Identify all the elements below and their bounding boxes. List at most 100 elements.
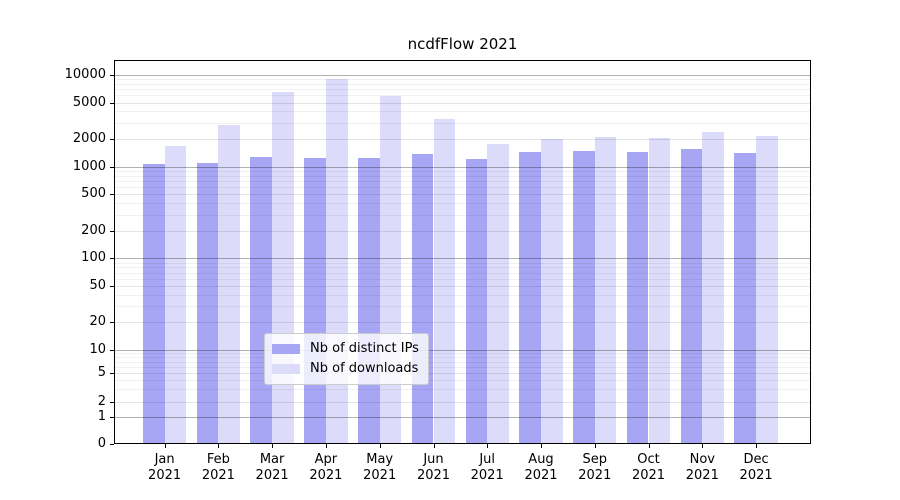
gridline <box>115 294 810 296</box>
x-tick-label-jul: Jul 2021 <box>470 452 504 483</box>
x-tick-label-aug: Aug 2021 <box>524 452 558 483</box>
bar-distinct-ips-nov <box>680 149 703 443</box>
gridline <box>115 389 810 391</box>
bar-downloads-jun <box>433 119 456 443</box>
bar-distinct-ips-feb <box>196 162 219 443</box>
plot-area <box>114 60 811 444</box>
gridline <box>115 83 810 85</box>
gridline <box>115 139 810 140</box>
bar-distinct-ips-jun <box>411 154 434 443</box>
gridline <box>115 180 810 182</box>
legend-item-downloads: Nb of downloads <box>272 359 419 379</box>
gridline <box>115 373 810 375</box>
x-tick-label-feb: Feb 2021 <box>201 452 235 483</box>
gridline <box>115 170 810 172</box>
bar-distinct-ips-may <box>358 157 380 443</box>
x-tick-label-may: May 2021 <box>363 452 397 483</box>
legend-swatch-downloads <box>272 364 300 374</box>
gridline <box>115 175 810 177</box>
x-tick-label-dec: Dec 2021 <box>739 452 773 483</box>
y-tick-mark <box>110 373 114 375</box>
gridline <box>115 166 810 168</box>
gridline <box>115 272 810 274</box>
x-tick-label-mar: Mar 2021 <box>255 452 289 483</box>
x-tick-mark <box>487 444 489 448</box>
y-tick-label-1000: 1000 <box>72 158 106 174</box>
gridline <box>115 278 810 280</box>
gridline <box>115 267 810 269</box>
gridline <box>115 380 810 382</box>
x-tick-mark <box>164 444 166 448</box>
y-tick-label-20: 20 <box>89 314 106 330</box>
x-tick-mark <box>648 444 650 448</box>
legend-label-distinct-ips: Nb of distinct IPs <box>310 341 419 356</box>
bar-distinct-ips-apr <box>304 158 326 443</box>
gridline <box>115 89 810 91</box>
y-tick-label-0: 0 <box>97 435 106 451</box>
x-tick-mark <box>379 444 381 448</box>
gridline <box>115 122 810 124</box>
y-tick-label-10000: 10000 <box>64 66 106 82</box>
gridline <box>115 417 810 419</box>
gridline <box>115 350 810 351</box>
gridline <box>115 401 810 403</box>
y-tick-mark <box>110 102 114 104</box>
y-tick-label-200: 200 <box>81 222 106 238</box>
x-tick-mark <box>756 444 758 448</box>
x-tick-label-jan: Jan 2021 <box>148 452 182 483</box>
y-tick-mark <box>110 194 114 196</box>
gridline <box>115 306 810 308</box>
gridline <box>115 258 810 260</box>
bar-downloads-nov <box>702 132 724 443</box>
x-tick-mark <box>594 444 596 448</box>
x-tick-mark <box>541 444 542 448</box>
y-tick-mark <box>110 417 114 419</box>
y-tick-label-1: 1 <box>97 409 106 425</box>
legend-label-downloads: Nb of downloads <box>310 361 419 376</box>
bar-distinct-ips-mar <box>250 156 273 443</box>
y-tick-mark <box>110 350 114 351</box>
gridline <box>115 356 810 358</box>
gridline <box>115 366 810 368</box>
x-tick-mark <box>325 444 327 448</box>
x-tick-label-sep: Sep 2021 <box>578 452 612 483</box>
x-tick-label-nov: Nov 2021 <box>685 452 719 483</box>
gridline <box>115 95 810 97</box>
bar-distinct-ips-sep <box>573 151 595 443</box>
bar-downloads-feb <box>218 125 241 443</box>
gridline <box>115 230 810 232</box>
y-tick-label-100: 100 <box>81 250 106 266</box>
y-tick-mark <box>110 166 114 168</box>
gridline <box>115 74 810 76</box>
bar-downloads-oct <box>648 138 671 443</box>
gridline <box>115 186 810 188</box>
x-tick-label-apr: Apr 2021 <box>309 452 343 483</box>
gridline <box>115 285 810 287</box>
gridline <box>115 79 810 81</box>
y-tick-label-50: 50 <box>89 277 106 293</box>
bar-downloads-sep <box>594 137 617 443</box>
bar-downloads-aug <box>541 139 563 443</box>
gridline <box>115 203 810 205</box>
x-tick-mark <box>433 444 435 448</box>
y-tick-label-500: 500 <box>81 186 106 202</box>
x-tick-mark <box>272 444 274 448</box>
bar-downloads-jul <box>487 144 509 443</box>
y-tick-mark <box>110 401 114 403</box>
bar-distinct-ips-jan <box>142 163 165 443</box>
y-tick-mark <box>110 74 114 76</box>
gridline <box>115 214 810 216</box>
x-tick-mark <box>702 444 704 448</box>
gridline <box>115 322 810 324</box>
bar-downloads-may <box>379 96 402 443</box>
y-tick-label-10: 10 <box>89 342 106 357</box>
legend: Nb of distinct IPs Nb of downloads <box>264 333 429 385</box>
gridline <box>115 262 810 264</box>
y-tick-mark <box>110 258 114 260</box>
bar-distinct-ips-oct <box>626 152 649 443</box>
gridline <box>115 102 810 104</box>
y-tick-label-2: 2 <box>97 393 106 409</box>
y-tick-label-2000: 2000 <box>72 131 106 146</box>
legend-item-distinct-ips: Nb of distinct IPs <box>272 339 419 359</box>
